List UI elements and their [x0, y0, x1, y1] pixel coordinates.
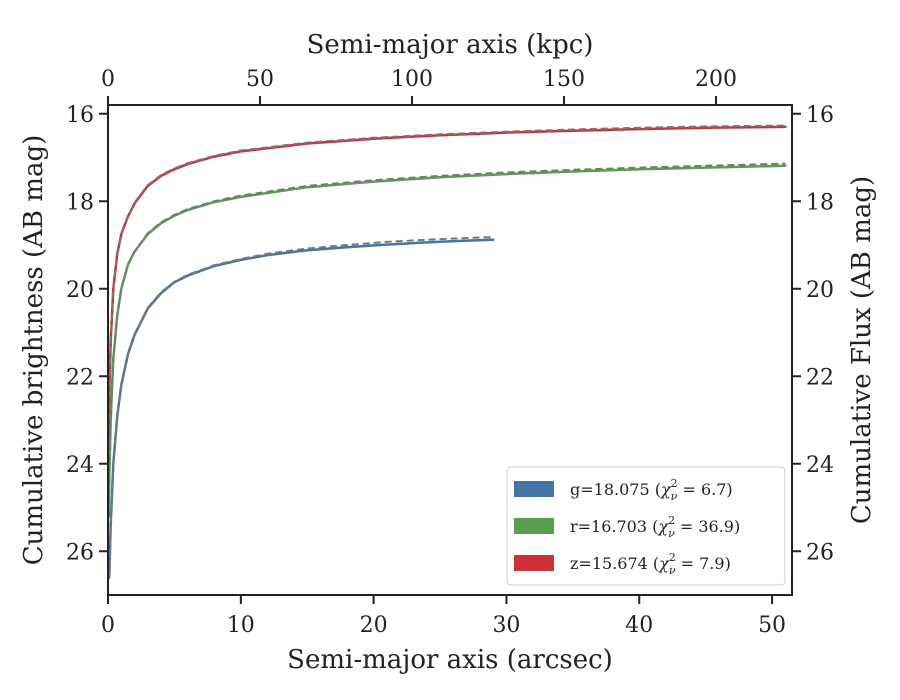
legend-label-r: r=16.703 (χ2 ν = 36.9) — [570, 514, 740, 540]
y2-axis-title: Cumulative Flux (AB mag) — [847, 176, 877, 524]
x2-tick-label: 50 — [246, 67, 274, 92]
y2-tick-label: 18 — [806, 190, 834, 215]
legend-label-z: z=15.674 (χ2 ν = 7.9) — [570, 551, 731, 577]
model-line-z — [107, 124, 786, 442]
ticks-layer: 0 10 20 30 40 50 0 50 100 150 200 16 16 18 18 20 20 22 22 2… — [66, 67, 834, 638]
y2-tick-label: 24 — [806, 453, 834, 478]
y-tick-label: 22 — [66, 365, 94, 390]
x2-tick-label: 100 — [391, 67, 433, 92]
y-tick-label: 26 — [66, 540, 94, 565]
x-tick-label: 0 — [101, 613, 115, 638]
series-line-r — [107, 164, 787, 518]
x-tick-label: 30 — [492, 613, 520, 638]
x2-tick-label: 150 — [543, 67, 585, 92]
model-line-g — [108, 236, 494, 578]
x-tick-label: 20 — [360, 613, 388, 638]
y2-tick-label: 22 — [806, 365, 834, 390]
x2-axis-title: Semi-major axis (kpc) — [307, 30, 594, 60]
x-tick-label: 40 — [625, 613, 653, 638]
x-axis-title: Semi-major axis (arcsec) — [287, 645, 613, 675]
x2-tick-label: 0 — [101, 67, 115, 92]
y-tick-label: 18 — [66, 190, 94, 215]
legend-frame — [506, 466, 786, 586]
plot-area-frame — [107, 104, 793, 596]
y-tick-label: 24 — [66, 453, 94, 478]
y2-tick-label: 16 — [806, 103, 834, 128]
series-line-g — [108, 238, 495, 579]
x-tick-label: 10 — [227, 613, 255, 638]
y-tick-label: 16 — [66, 103, 94, 128]
y2-tick-label: 26 — [806, 540, 834, 565]
x2-tick-label: 200 — [695, 67, 737, 92]
legend-swatch-g — [514, 481, 554, 497]
y-tick-label: 20 — [66, 278, 94, 303]
legend: g=18.075 (χ2 ν = 6.7) r=16.703 (χ2 ν = 36.… — [506, 466, 786, 586]
y-axis-title: Cumulative brightness (AB mag) — [19, 135, 49, 566]
series-line-z — [107, 125, 787, 444]
legend-label-g: g=18.075 (χ2 ν = 6.7) — [570, 477, 733, 503]
legend-swatch-z — [514, 555, 554, 571]
legend-swatch-r — [514, 518, 554, 534]
model-line-r — [107, 162, 786, 517]
x-tick-label: 50 — [758, 613, 786, 638]
curves-layer — [107, 124, 787, 579]
y2-tick-label: 20 — [806, 278, 834, 303]
